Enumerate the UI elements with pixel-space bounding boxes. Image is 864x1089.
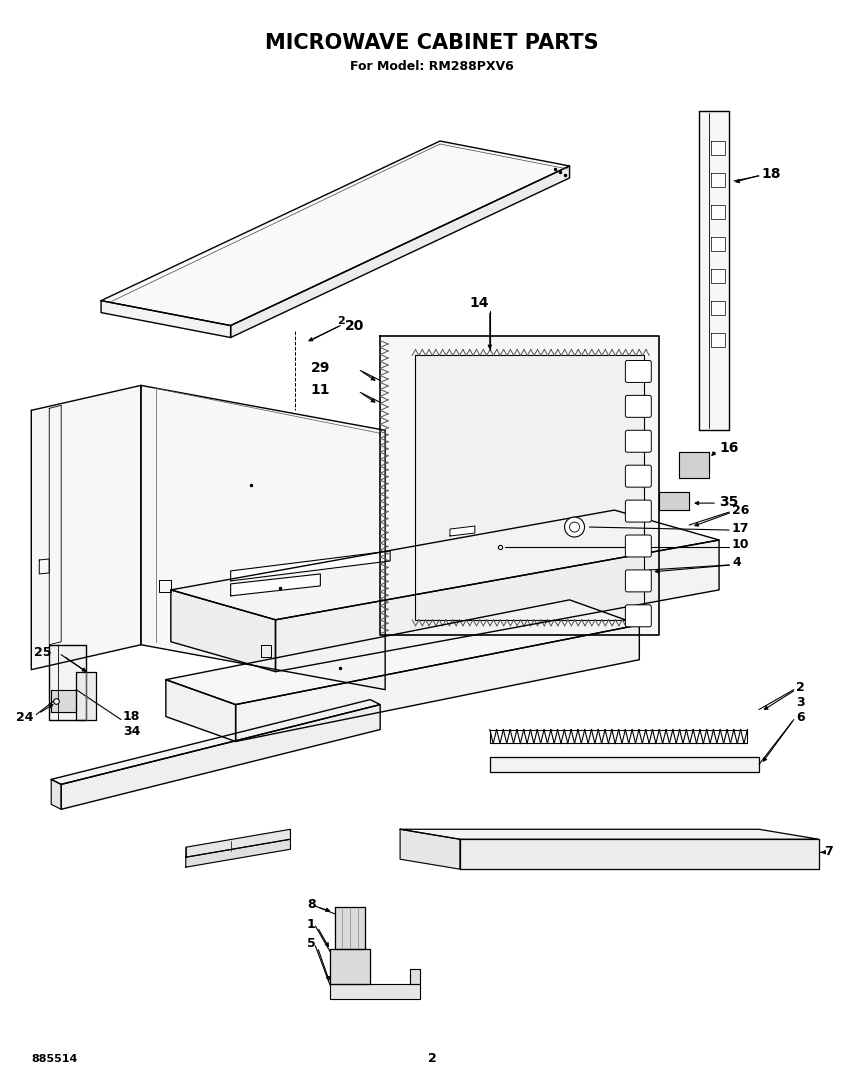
Text: 6: 6	[796, 711, 804, 724]
Polygon shape	[51, 689, 76, 711]
Polygon shape	[186, 829, 290, 857]
Text: 25: 25	[34, 646, 51, 659]
FancyBboxPatch shape	[626, 604, 651, 627]
Text: 18: 18	[123, 710, 140, 723]
Polygon shape	[380, 335, 659, 635]
Text: 14: 14	[470, 295, 489, 309]
Polygon shape	[335, 907, 365, 949]
Text: MICROWAVE CABINET PARTS: MICROWAVE CABINET PARTS	[265, 34, 599, 53]
Polygon shape	[410, 969, 420, 983]
Text: 2: 2	[337, 316, 345, 326]
FancyBboxPatch shape	[626, 360, 651, 382]
Text: 34: 34	[123, 725, 140, 738]
Text: 10: 10	[732, 538, 750, 551]
Text: 3: 3	[796, 696, 804, 709]
Polygon shape	[76, 672, 96, 720]
Polygon shape	[450, 526, 475, 536]
Polygon shape	[276, 540, 719, 672]
Polygon shape	[330, 983, 420, 999]
Polygon shape	[711, 173, 725, 187]
Polygon shape	[101, 142, 569, 326]
Text: 11: 11	[311, 383, 330, 397]
Polygon shape	[49, 645, 86, 720]
Polygon shape	[231, 551, 391, 580]
Text: 7: 7	[823, 845, 833, 858]
Text: 24: 24	[16, 711, 34, 724]
FancyBboxPatch shape	[626, 465, 651, 487]
Polygon shape	[166, 600, 639, 705]
Polygon shape	[186, 840, 290, 867]
Polygon shape	[400, 829, 819, 840]
Polygon shape	[460, 840, 819, 869]
Polygon shape	[490, 758, 759, 772]
Polygon shape	[679, 452, 709, 478]
Text: 26: 26	[732, 503, 749, 516]
FancyBboxPatch shape	[626, 535, 651, 556]
Text: 4: 4	[732, 556, 740, 570]
Polygon shape	[101, 301, 231, 338]
Polygon shape	[400, 829, 460, 869]
Polygon shape	[699, 111, 729, 430]
Text: 17: 17	[732, 522, 750, 535]
FancyBboxPatch shape	[626, 395, 651, 417]
Polygon shape	[231, 166, 569, 338]
Polygon shape	[171, 510, 719, 620]
Text: 1: 1	[307, 918, 315, 930]
Polygon shape	[711, 142, 725, 155]
Text: For Model: RM288PXV6: For Model: RM288PXV6	[350, 60, 514, 73]
Text: 2: 2	[428, 1052, 436, 1065]
Polygon shape	[711, 332, 725, 346]
Polygon shape	[51, 780, 61, 809]
Polygon shape	[711, 205, 725, 219]
Text: 35: 35	[719, 495, 739, 510]
Circle shape	[564, 517, 585, 537]
Polygon shape	[171, 590, 276, 672]
Polygon shape	[711, 269, 725, 283]
Polygon shape	[166, 680, 236, 742]
Polygon shape	[31, 386, 141, 670]
Polygon shape	[415, 355, 645, 620]
Text: 5: 5	[307, 938, 315, 951]
Polygon shape	[236, 625, 639, 742]
Polygon shape	[61, 705, 380, 809]
Polygon shape	[141, 386, 385, 689]
Text: 16: 16	[719, 441, 739, 455]
FancyBboxPatch shape	[626, 570, 651, 592]
Text: 18: 18	[761, 167, 780, 181]
Polygon shape	[231, 574, 321, 596]
Text: 885514: 885514	[31, 1054, 78, 1064]
Text: 8: 8	[307, 897, 315, 910]
FancyBboxPatch shape	[626, 500, 651, 522]
Polygon shape	[659, 492, 689, 510]
Polygon shape	[51, 699, 380, 784]
Text: 29: 29	[311, 362, 330, 376]
Text: 2: 2	[796, 681, 804, 694]
FancyBboxPatch shape	[626, 430, 651, 452]
Polygon shape	[711, 301, 725, 315]
Polygon shape	[330, 949, 370, 983]
Text: 20: 20	[346, 319, 365, 332]
Polygon shape	[711, 236, 725, 250]
